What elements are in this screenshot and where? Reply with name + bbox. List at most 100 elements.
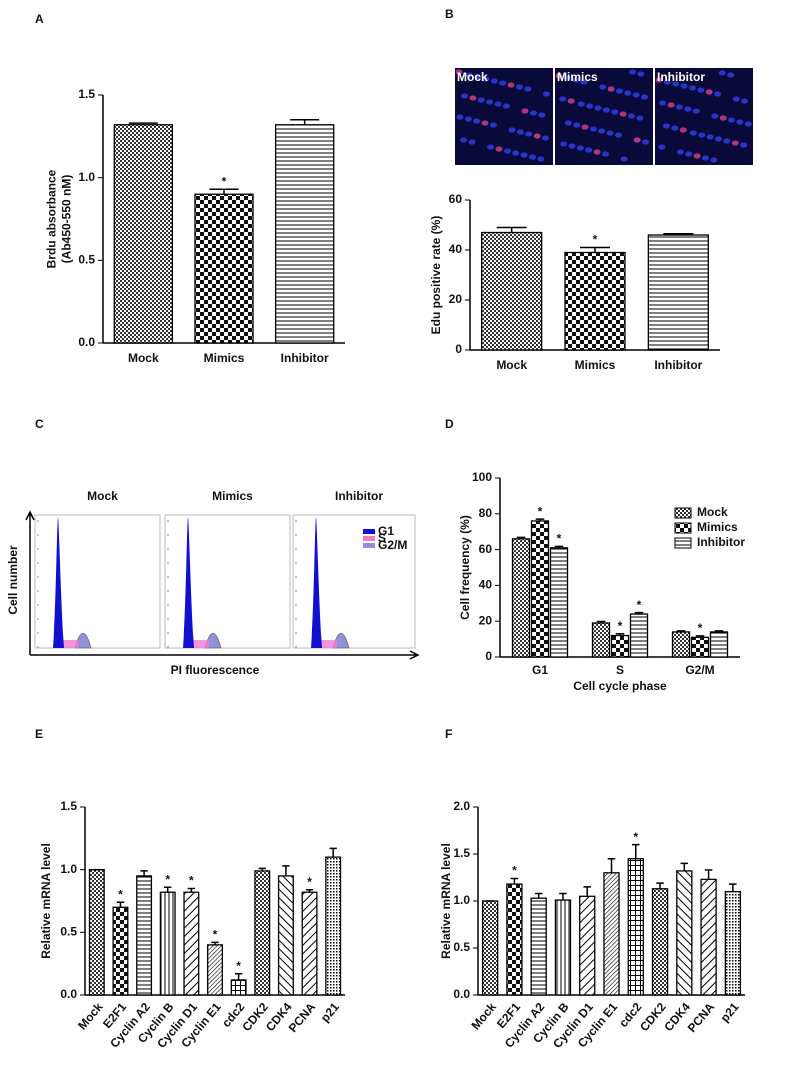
significance: * xyxy=(118,887,123,901)
error-bar xyxy=(187,887,196,893)
nucleus xyxy=(641,139,649,145)
panel-letter: A xyxy=(35,12,44,26)
bar xyxy=(194,193,254,344)
nucleus xyxy=(633,137,641,143)
x-tick-label: G2/M xyxy=(685,663,714,677)
y-tick-label: 1.0 xyxy=(78,170,95,184)
error-bar xyxy=(704,869,713,880)
bar xyxy=(112,906,129,996)
nucleus xyxy=(593,149,601,155)
nucleus xyxy=(495,146,503,152)
nucleus xyxy=(599,84,607,90)
nucleus xyxy=(499,80,507,86)
x-tick-label: Mock xyxy=(468,1000,499,1033)
bar xyxy=(530,520,550,658)
error-bar xyxy=(282,865,290,876)
nucleus xyxy=(679,127,687,133)
y-tick-label: 0.5 xyxy=(60,925,77,939)
significance: * xyxy=(222,174,227,188)
y-tick-label: 1.5 xyxy=(78,87,95,101)
nucleus xyxy=(573,122,581,128)
nucleus xyxy=(473,118,481,124)
nucleus xyxy=(658,144,666,150)
nucleus xyxy=(671,125,679,131)
nucleus xyxy=(714,91,722,97)
y-arrow xyxy=(25,510,35,655)
bar xyxy=(277,875,294,996)
nucleus xyxy=(521,108,529,114)
nucleus xyxy=(560,141,568,147)
error-bar xyxy=(554,545,564,548)
bar xyxy=(207,944,223,996)
nucleus xyxy=(489,122,497,128)
s-region xyxy=(191,640,209,648)
legend-swatch xyxy=(674,522,692,534)
nucleus xyxy=(528,154,536,160)
nucleus xyxy=(515,84,523,90)
significance: * xyxy=(538,504,543,518)
nucleus xyxy=(706,134,714,140)
nucleus xyxy=(663,79,671,85)
nucleus xyxy=(692,108,700,114)
bar xyxy=(254,870,271,996)
nucleus xyxy=(503,148,511,154)
nucleus xyxy=(632,92,640,98)
nucleus xyxy=(494,101,502,107)
x-tick-label: Mock xyxy=(75,1000,106,1033)
error-bar xyxy=(615,632,625,636)
y-tick-label: 0.0 xyxy=(453,987,470,1001)
nucleus xyxy=(481,120,489,126)
error-bar xyxy=(258,867,266,871)
x-tick-label: Mock xyxy=(496,358,527,372)
y-tick-label: 1.0 xyxy=(60,862,77,876)
nucleus xyxy=(662,123,670,129)
image-label: Mock xyxy=(457,70,488,84)
y-axis-label: Cell number xyxy=(6,545,20,615)
micrograph xyxy=(655,68,753,165)
legend-label: Mimics xyxy=(697,520,738,534)
y-tick-label: 40 xyxy=(479,578,493,592)
y-axis-label: Edu positive rate (%) xyxy=(429,216,443,335)
error-bar xyxy=(290,119,320,125)
nucleus xyxy=(655,77,663,83)
nucleus xyxy=(586,103,594,109)
x-tick-label: PCNA xyxy=(685,1000,718,1035)
x-arrow xyxy=(30,650,420,660)
nucleus xyxy=(606,130,614,136)
y-tick-label: 0 xyxy=(455,342,462,356)
image-label: Inhibitor xyxy=(657,70,705,84)
bar xyxy=(564,251,626,351)
nucleus xyxy=(741,98,749,104)
nucleus xyxy=(538,112,546,118)
error-bar xyxy=(496,226,527,233)
x-tick-label: PCNA xyxy=(286,1000,319,1035)
nucleus xyxy=(572,77,580,83)
error-bar xyxy=(695,635,705,638)
error-bar xyxy=(164,886,172,893)
nucleus xyxy=(594,105,602,111)
y-axis-label: Relative mRNA level xyxy=(39,843,53,959)
legend-label: Mock xyxy=(697,505,728,519)
g1-peak xyxy=(311,517,322,648)
x-tick-label: Mimics xyxy=(204,351,245,365)
nucleus xyxy=(637,71,645,77)
nucleus xyxy=(474,74,482,80)
nucleus xyxy=(624,90,632,96)
significance: * xyxy=(236,959,241,973)
error-bar xyxy=(211,941,219,945)
legend-label: G2/M xyxy=(378,538,407,552)
x-axis-label: Cell cycle phase xyxy=(573,679,667,693)
error-bar xyxy=(632,843,640,859)
legend-label: G1 xyxy=(378,524,394,538)
micrograph xyxy=(555,68,653,165)
y-axis-label: (Ab450-550 nM) xyxy=(60,175,74,264)
error-bar xyxy=(714,630,724,632)
nucleus xyxy=(689,130,697,136)
legend-swatch xyxy=(363,529,375,534)
significance: * xyxy=(165,872,170,886)
bar xyxy=(549,547,569,658)
legend-swatch xyxy=(674,537,692,549)
bar xyxy=(647,234,709,351)
y-tick-label: 100 xyxy=(472,470,492,484)
